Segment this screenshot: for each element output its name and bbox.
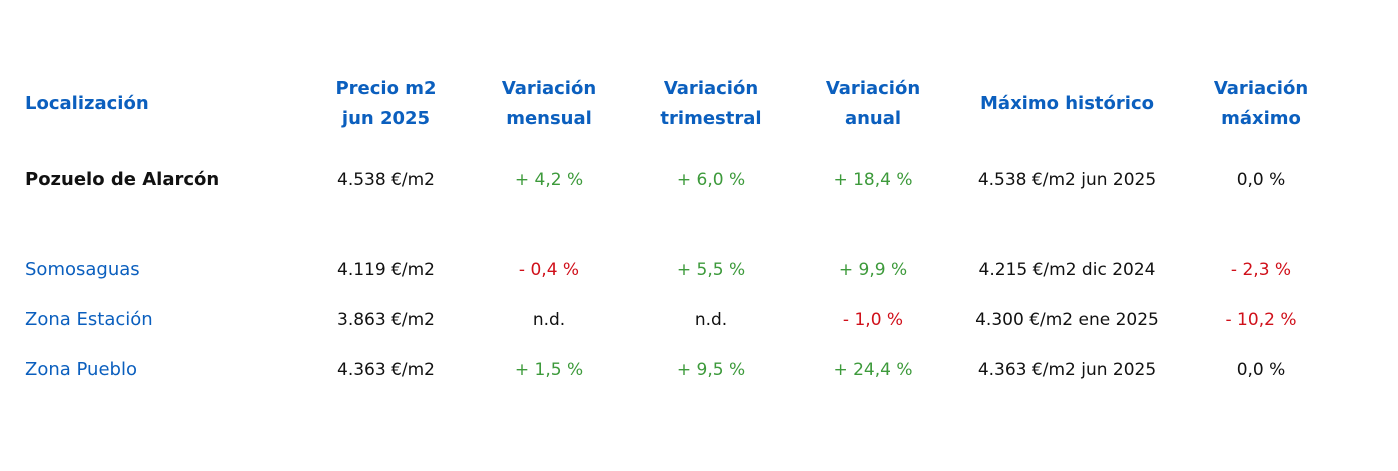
row-location: Zona Estación — [25, 309, 153, 330]
header-price-line2: jun 2025 — [341, 108, 431, 129]
row-price: 4.119 €/m2 — [337, 260, 435, 280]
row-quarterly: + 6,0 % — [676, 170, 746, 190]
header-monthly-line1: Variación — [501, 78, 597, 99]
header-annual-line1: Variación — [825, 78, 921, 99]
row-max-hist: 4.300 €/m2 ene 2025 — [975, 310, 1159, 330]
header-annual-line2: anual — [844, 108, 902, 129]
row-monthly: + 4,2 % — [514, 170, 584, 190]
row-var-max: 0,0 % — [1236, 360, 1286, 380]
header-monthly-line2: mensual — [506, 108, 592, 129]
header-var-max-line2: máximo — [1221, 108, 1301, 129]
row-monthly: - 0,4 % — [518, 260, 580, 280]
row-price: 3.863 €/m2 — [337, 310, 435, 330]
row-monthly: + 1,5 % — [514, 360, 584, 380]
row-location: Zona Pueblo — [25, 359, 137, 380]
row-price: 4.538 €/m2 — [337, 170, 435, 190]
row-annual: + 9,9 % — [838, 260, 908, 280]
row-var-max: 0,0 % — [1236, 170, 1286, 190]
row-annual: + 24,4 % — [833, 360, 913, 380]
header-quarterly-line1: Variación — [663, 78, 759, 99]
row-max-hist: 4.215 €/m2 dic 2024 — [978, 260, 1156, 280]
row-quarterly: + 9,5 % — [676, 360, 746, 380]
row-quarterly: + 5,5 % — [676, 260, 746, 280]
header-max-hist: Máximo histórico — [980, 93, 1154, 114]
row-price: 4.363 €/m2 — [337, 360, 435, 380]
row-location: Pozuelo de Alarcón — [25, 169, 220, 190]
row-max-hist: 4.538 €/m2 jun 2025 — [977, 170, 1157, 190]
header-var-max-line1: Variación — [1213, 78, 1309, 99]
row-location: Somosaguas — [25, 259, 140, 280]
row-var-max: - 10,2 % — [1225, 310, 1297, 330]
row-var-max: - 2,3 % — [1230, 260, 1292, 280]
row-quarterly: n.d. — [694, 310, 728, 330]
header-price-line1: Precio m2 — [335, 78, 437, 99]
header-quarterly-line2: trimestral — [660, 108, 762, 129]
header-location: Localización — [25, 93, 149, 114]
row-max-hist: 4.363 €/m2 jun 2025 — [977, 360, 1157, 380]
row-annual: - 1,0 % — [842, 310, 904, 330]
row-monthly: n.d. — [532, 310, 566, 330]
row-annual: + 18,4 % — [833, 170, 913, 190]
